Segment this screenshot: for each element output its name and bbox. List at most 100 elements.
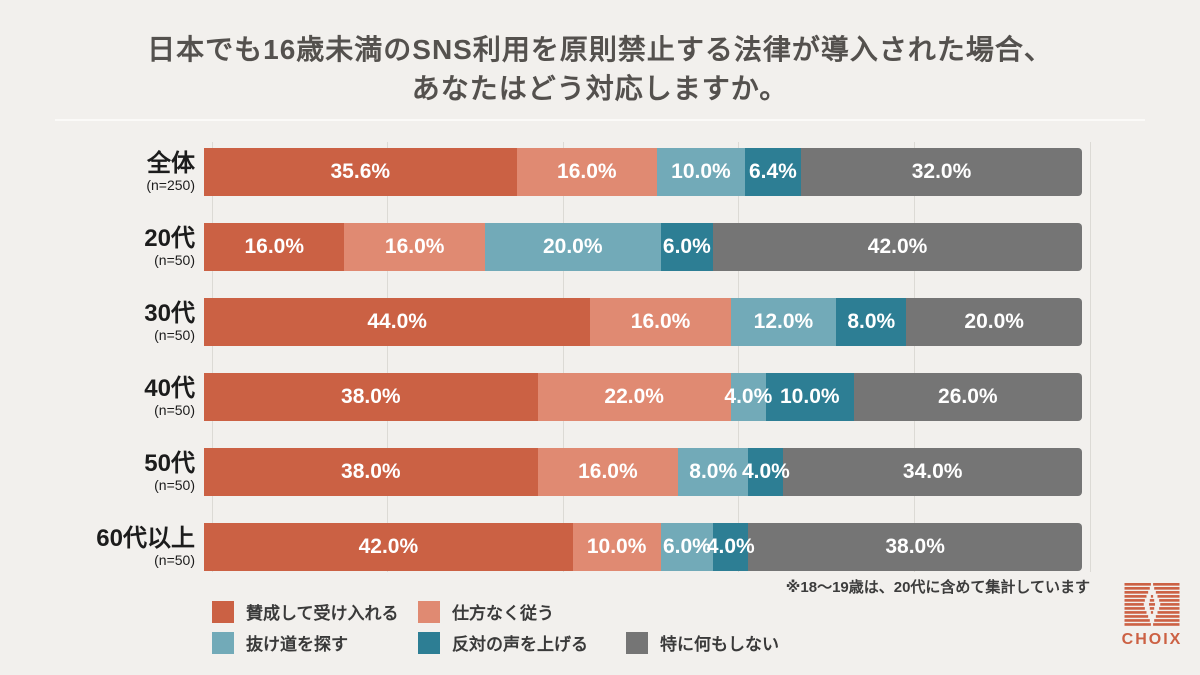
choix-logo: CHOIX (1120, 583, 1184, 649)
bar-segment: 16.0% (590, 298, 731, 346)
choix-logo-text: CHOIX (1121, 631, 1183, 648)
legend-swatch (418, 631, 440, 654)
chart-row: 全体 (n=250) 35.6% 16.0% 10.0% 6.4% 32.0% (0, 148, 1200, 196)
title-divider (55, 119, 1145, 121)
row-n: (n=50) (154, 402, 195, 418)
legend-swatch (212, 631, 234, 654)
bar-stack: 44.0% 16.0% 12.0% 8.0% 20.0% (204, 298, 1082, 346)
bar-segment: 22.0% (537, 373, 731, 421)
segment-label: 38.0% (341, 385, 401, 408)
chart-row: 20代 (n=50) 16.0% 16.0% 20.0% 6.0% 42.0% (0, 223, 1200, 271)
segment-label: 10.0% (671, 160, 731, 183)
row-label: 60代以上 (96, 525, 195, 552)
chart-row: 30代 (n=50) 44.0% 16.0% 12.0% 8.0% 20.0% (0, 298, 1200, 346)
bar-segment: 6.0% (660, 223, 714, 271)
segment-label: 16.0% (384, 235, 445, 258)
row-label-wrap: 40代 (n=50) (0, 373, 204, 421)
bar-segment: 35.6% (204, 148, 517, 196)
gridline-60 (738, 142, 740, 572)
bar-segment: 26.0% (853, 373, 1082, 421)
legend-item: 仕方なく従う (418, 600, 626, 623)
row-n: (n=50) (154, 327, 195, 343)
chart-gridlines (211, 142, 1091, 572)
segment-label: 32.0% (911, 160, 972, 183)
segment-label: 38.0% (885, 535, 945, 558)
segment-label: 20.0% (964, 310, 1024, 333)
bar-segment: 12.0% (730, 298, 837, 346)
segment-label: 42.0% (867, 235, 928, 258)
segment-label: 16.0% (244, 235, 305, 258)
bar-segment: 38.0% (204, 448, 538, 496)
row-n: (n=50) (154, 552, 195, 568)
segment-label: 16.0% (557, 160, 617, 183)
bar-segment: 42.0% (204, 523, 573, 571)
legend-item: 賛成して受け入れる (212, 600, 418, 623)
segment-label: 4.0% (741, 460, 790, 483)
row-label: 40代 (144, 375, 195, 402)
gridline-20 (387, 142, 389, 572)
bar-segment: 16.0% (537, 448, 679, 496)
row-label: 50代 (144, 450, 195, 477)
legend-item: 抜け道を探す (212, 631, 418, 654)
legend-swatch (418, 600, 440, 623)
segment-label: 34.0% (902, 460, 963, 483)
gridline-80 (913, 142, 915, 572)
bar-segment: 20.0% (906, 298, 1082, 346)
segment-label: 26.0% (938, 385, 998, 408)
segment-label: 12.0% (753, 310, 814, 333)
segment-label: 16.0% (630, 310, 691, 333)
legend-label: 賛成して受け入れる (246, 604, 399, 623)
bar-segment: 38.0% (748, 523, 1082, 571)
bar-segment: 8.0% (678, 448, 749, 496)
row-label-wrap: 全体 (n=250) (0, 148, 204, 196)
gridline-100 (1089, 142, 1091, 572)
legend-label: 抜け道を探す (246, 635, 348, 654)
gridline-40 (562, 142, 564, 572)
bar-segment: 38.0% (204, 373, 538, 421)
legend-label: 反対の声を上げる (452, 635, 588, 654)
bar-segment: 4.0% (724, 373, 772, 421)
bar-segment: 10.0% (572, 523, 661, 571)
segment-label: 6.0% (662, 235, 711, 258)
bar-stack: 38.0% 22.0% 4.0% 10.0% 26.0% (204, 373, 1082, 421)
bar-stack: 42.0% 10.0% 6.0% 4.0% 38.0% (204, 523, 1082, 571)
chart-title-line2: あなたはどう対応しますか。 (411, 73, 789, 104)
chart-rows: 全体 (n=250) 35.6% 16.0% 10.0% 6.4% 32.0% 20代 (n=5… (0, 148, 1200, 598)
bar-segment: 34.0% (783, 448, 1082, 496)
bar-stack: 16.0% 16.0% 20.0% 6.0% 42.0% (204, 223, 1082, 271)
stacked-bar-chart: 全体 (n=250) 35.6% 16.0% 10.0% 6.4% 32.0% 20代 (n=5… (0, 140, 1200, 580)
row-label-wrap: 50代 (n=50) (0, 448, 204, 496)
row-n: (n=50) (154, 252, 195, 268)
bar-segment: 4.0% (742, 448, 790, 496)
segment-label: 8.0% (847, 310, 896, 333)
row-n: (n=50) (154, 477, 195, 493)
segment-label: 44.0% (367, 310, 427, 333)
segment-label: 6.0% (662, 535, 711, 558)
segment-label: 8.0% (689, 460, 738, 483)
bar-segment: 16.0% (516, 148, 658, 196)
segment-label: 4.0% (706, 535, 755, 558)
segment-label: 16.0% (578, 460, 638, 483)
segment-label: 22.0% (604, 385, 664, 408)
legend-label: 仕方なく従う (452, 604, 554, 623)
segment-label: 6.4% (748, 160, 797, 183)
row-label-wrap: 30代 (n=50) (0, 298, 204, 346)
bar-segment: 10.0% (765, 373, 854, 421)
segment-label: 10.0% (780, 385, 840, 408)
legend-item: 特に何もしない (626, 631, 779, 654)
row-label: 30代 (144, 300, 195, 327)
row-label-wrap: 60代以上 (n=50) (0, 523, 204, 571)
bar-segment: 32.0% (801, 148, 1082, 196)
footnote: ※18〜19歳は、20代に含めて集計しています (785, 579, 1090, 596)
bar-segment: 10.0% (657, 148, 745, 196)
segment-label: 20.0% (542, 235, 603, 258)
bar-segment: 16.0% (204, 223, 345, 271)
row-label: 20代 (144, 225, 195, 252)
chart-title: 日本でも16歳未満のSNS利用を原則禁止する法律が導入された場合、 あなたはどう… (0, 30, 1200, 108)
bar-segment: 6.0% (660, 523, 714, 571)
bar-segment: 20.0% (484, 223, 661, 271)
segment-label: 10.0% (586, 535, 647, 558)
bar-segment: 8.0% (836, 298, 907, 346)
row-n: (n=250) (146, 177, 195, 193)
